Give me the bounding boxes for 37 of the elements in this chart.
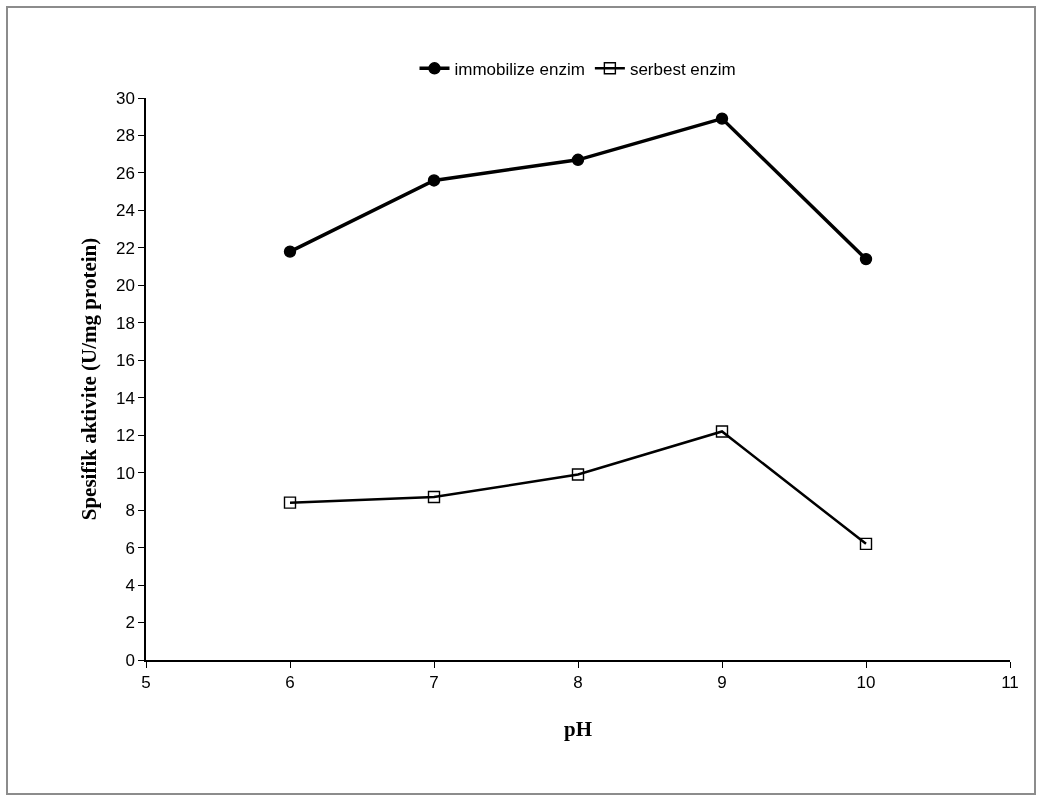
y-tick-label: 6	[125, 538, 135, 558]
legend-label: immobilize enzim	[454, 59, 585, 79]
legend-label: serbest enzim	[629, 59, 736, 79]
y-tick-label: 18	[115, 313, 135, 333]
y-axis-title: Spesifik aktivite (U/mg protein)	[76, 237, 101, 521]
y-tick-label: 12	[115, 426, 135, 446]
x-tick-label: 5	[141, 673, 151, 693]
y-tick-label: 4	[125, 576, 135, 596]
x-tick-label: 6	[285, 673, 295, 693]
x-axis-title: pH	[563, 716, 593, 741]
point	[427, 490, 441, 504]
x-tick-label: 9	[717, 673, 727, 693]
point	[859, 252, 873, 266]
y-tick-label: 22	[115, 238, 135, 258]
point	[715, 112, 729, 125]
point	[715, 425, 729, 438]
y-tick-label: 10	[115, 463, 135, 483]
x-tick-label: 7	[429, 673, 439, 693]
y-tick-label: 0	[125, 650, 135, 670]
y-tick-label: 14	[115, 388, 135, 408]
x-tick-label: 8	[573, 673, 583, 693]
x-tick-label: 11	[1001, 673, 1019, 693]
y-tick-label: 30	[115, 88, 135, 108]
point	[571, 153, 585, 167]
y-tick-label: 8	[125, 501, 135, 521]
y-tick-label: 2	[125, 613, 135, 633]
y-tick-label: 20	[115, 276, 135, 296]
point	[283, 245, 297, 258]
x-tick-label: 10	[856, 673, 876, 693]
y-tick-label: 24	[115, 201, 135, 221]
y-tick-label: 26	[115, 163, 135, 183]
point	[859, 537, 873, 551]
point	[427, 174, 441, 187]
point	[283, 496, 297, 509]
y-tick-label: 28	[115, 126, 135, 146]
y-tick-label: 16	[115, 351, 135, 371]
point	[571, 468, 585, 481]
